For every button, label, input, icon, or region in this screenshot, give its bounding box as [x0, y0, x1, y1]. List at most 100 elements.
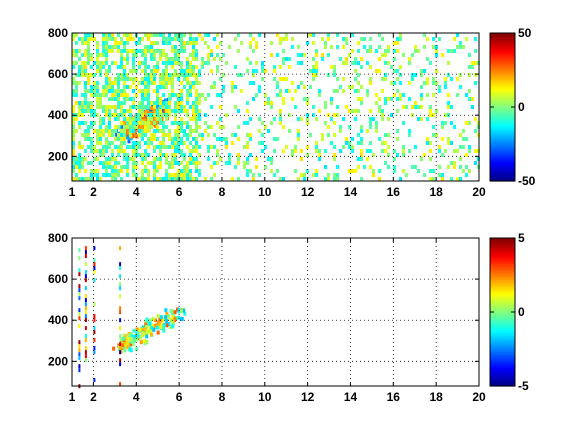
heatmap-cell [456, 33, 459, 37]
heatmap-cell [171, 77, 174, 81]
heatmap-cell [168, 57, 171, 61]
heatmap-cell [138, 129, 141, 133]
heatmap-cell [441, 137, 444, 141]
heatmap-cell [125, 340, 129, 344]
heatmap-cell [121, 343, 125, 348]
heatmap-cell [273, 77, 276, 81]
heatmap-cell [133, 338, 137, 343]
heatmap-cell [378, 137, 381, 141]
heatmap-cell [171, 89, 174, 93]
heatmap-cell [351, 137, 354, 141]
heatmap-cell [177, 177, 180, 181]
heatmap-cell [90, 85, 93, 89]
colorbar-band [490, 97, 515, 101]
heatmap-cell [153, 81, 156, 85]
heatmap-cell [87, 145, 90, 149]
colorbar-band [490, 130, 515, 134]
heatmap-cell [126, 37, 129, 41]
heatmap-cell [180, 121, 183, 125]
heatmap-cell [399, 37, 402, 41]
heatmap-cell [141, 157, 144, 161]
heatmap-cell [99, 177, 102, 181]
heatmap-cell [102, 65, 105, 69]
heatmap-cell [360, 149, 363, 153]
colorbar-band [490, 137, 515, 140]
heatmap-cell [72, 81, 75, 85]
heatmap-cell [147, 37, 150, 41]
colorbar-band [490, 95, 515, 99]
heatmap-cell [339, 129, 342, 133]
heatmap-cell [108, 65, 111, 69]
heatmap-cell [378, 177, 381, 181]
heatmap-cell [144, 121, 147, 125]
heatmap-cell [102, 53, 105, 57]
heatmap-cell [114, 61, 117, 65]
heatmap-cell [120, 89, 123, 93]
heatmap-cell [198, 101, 201, 105]
heatmap-cell [441, 125, 444, 129]
heatmap-cell [189, 53, 192, 57]
heatmap-cell [78, 284, 81, 289]
colorbar-band [490, 381, 515, 385]
heatmap-cell [177, 125, 180, 129]
heatmap-cell [396, 97, 399, 101]
heatmap-cell [105, 105, 108, 109]
heatmap-cell [462, 137, 465, 141]
heatmap-cell [165, 105, 168, 109]
heatmap-cell [120, 113, 123, 117]
heatmap-cell [84, 358, 87, 363]
heatmap-cell [330, 45, 333, 49]
heatmap-cell [189, 173, 192, 177]
heatmap-cell [360, 65, 363, 69]
heatmap-cell [216, 65, 219, 69]
heatmap-cell [258, 117, 261, 121]
heatmap-cell [333, 157, 336, 161]
heatmap-cell [72, 105, 75, 109]
heatmap-cell [84, 254, 87, 259]
heatmap-cell [111, 85, 114, 89]
heatmap-cell [357, 89, 360, 93]
heatmap-cell [327, 177, 330, 181]
heatmap-cell [105, 141, 108, 145]
heatmap-cell [111, 165, 114, 169]
heatmap-cell [369, 117, 372, 121]
heatmap-cell [144, 97, 147, 101]
heatmap-cell [90, 101, 93, 105]
heatmap-cell [136, 123, 140, 128]
heatmap-cell [108, 161, 111, 165]
heatmap-cell [297, 53, 300, 57]
heatmap-cell [126, 125, 129, 129]
heatmap-cell [249, 33, 252, 37]
heatmap-cell [198, 109, 201, 113]
heatmap-cell [87, 81, 90, 85]
heatmap-cell [150, 326, 154, 331]
colorbar-tick-label: 0 [518, 305, 525, 319]
heatmap-cell [162, 85, 165, 89]
heatmap-cell [240, 73, 243, 77]
heatmap-cell [72, 141, 75, 145]
heatmap-cell [192, 105, 195, 109]
heatmap-cell [372, 173, 375, 177]
colorbar-band [490, 74, 515, 78]
heatmap-cell [144, 85, 147, 89]
heatmap-cell [162, 328, 166, 333]
heatmap-cell [342, 77, 345, 81]
heatmap-cell [87, 125, 90, 129]
heatmap-cell [99, 125, 102, 129]
heatmap-cell [114, 161, 117, 165]
heatmap-cell [204, 41, 207, 45]
heatmap-cell [93, 129, 96, 133]
heatmap-cell [75, 101, 78, 105]
heatmap-cell [321, 137, 324, 141]
heatmap-cell [84, 157, 87, 161]
heatmap-cell [366, 93, 369, 97]
heatmap-cell [420, 85, 423, 89]
heatmap-cell [84, 177, 87, 181]
heatmap-cell [252, 81, 255, 85]
heatmap-cell [165, 53, 168, 57]
heatmap-cell [117, 117, 120, 121]
heatmap-cell [468, 65, 471, 69]
heatmap-cell [189, 65, 192, 69]
heatmap-cell [117, 77, 120, 81]
heatmap-cell [81, 177, 84, 181]
